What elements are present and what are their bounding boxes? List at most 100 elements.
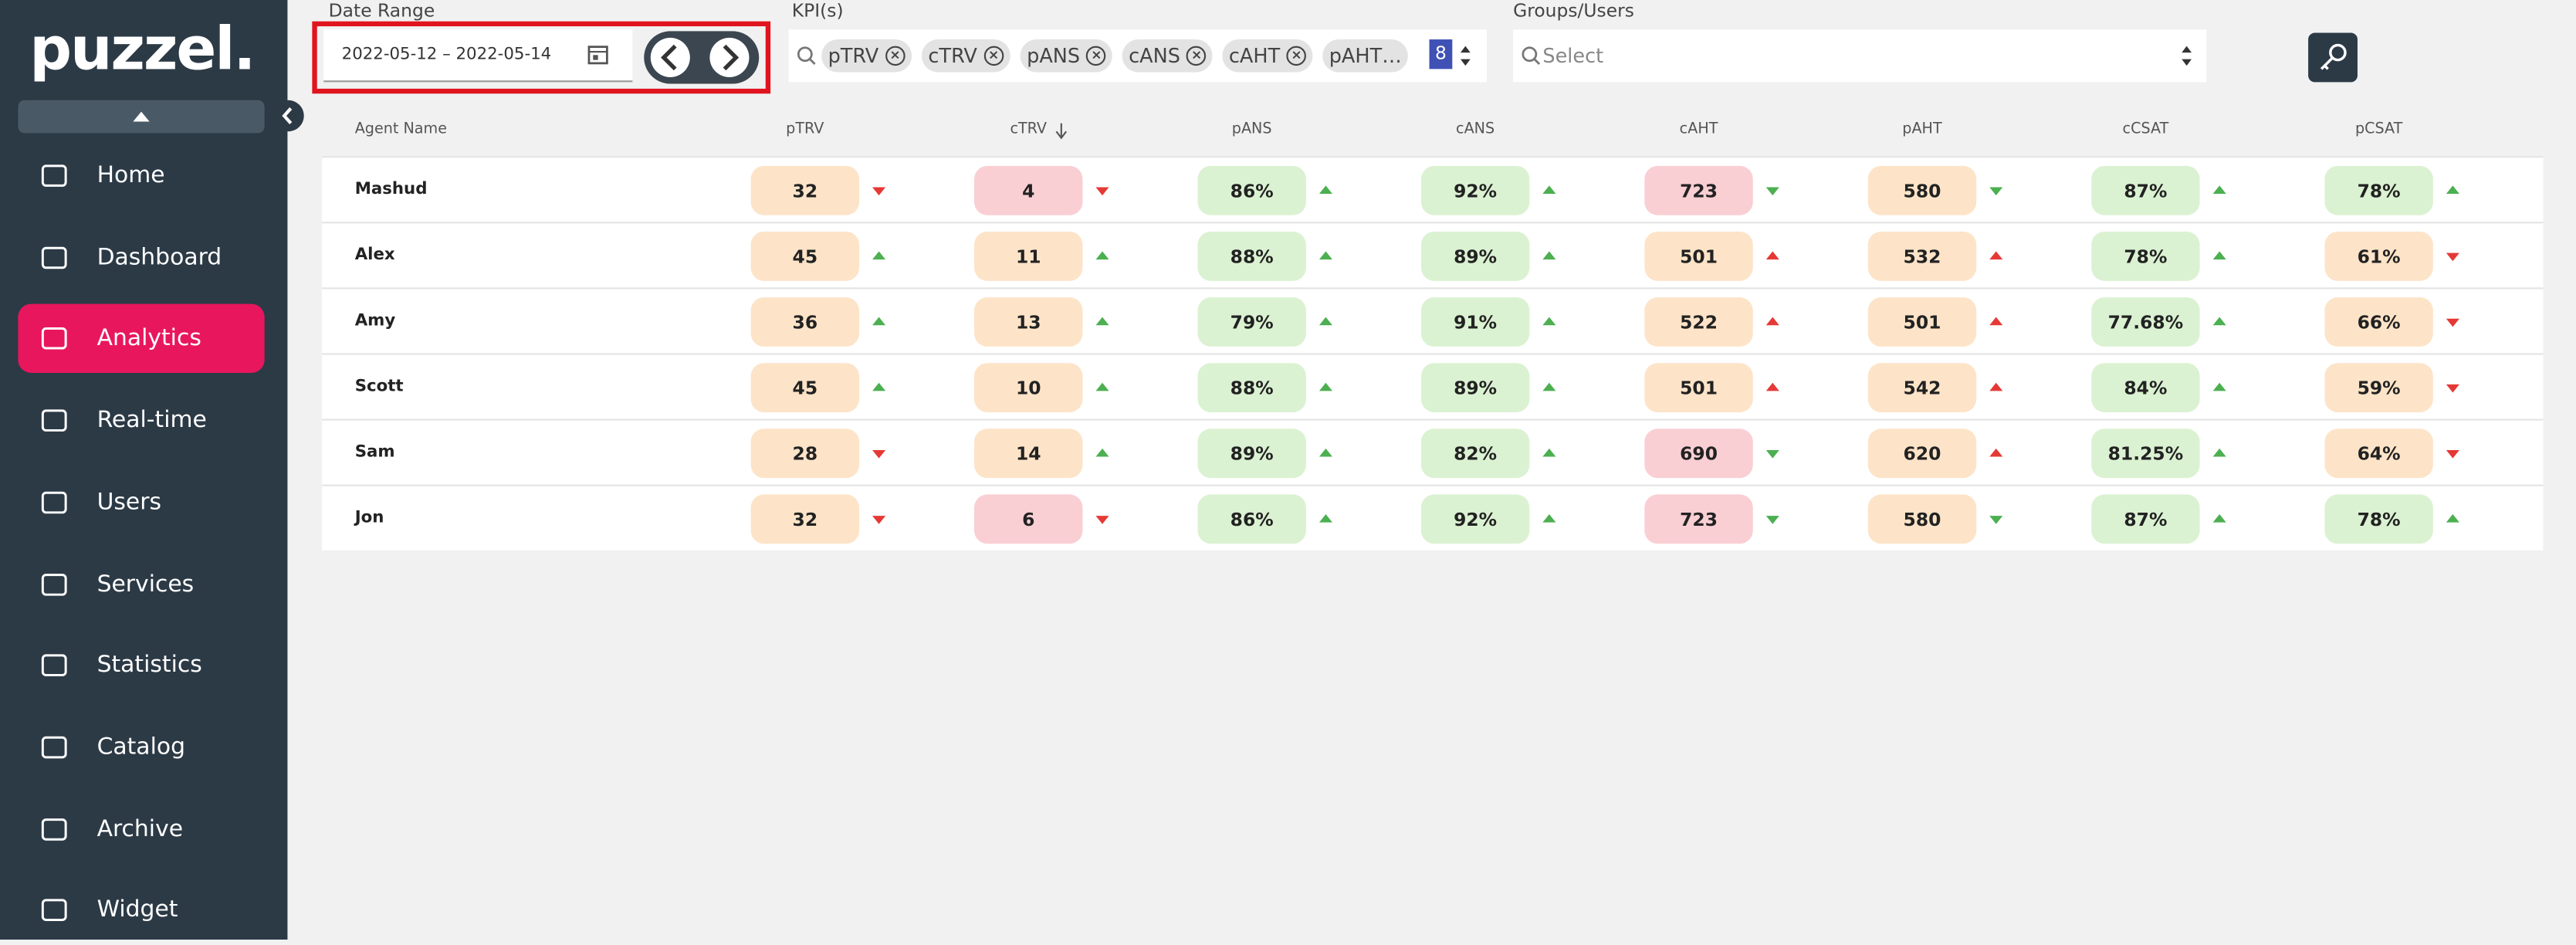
trend-arrow	[2446, 513, 2459, 523]
column-header[interactable]: pAHT	[1902, 121, 1942, 138]
trend-arrow	[1542, 448, 1556, 457]
column-header[interactable]: cAHT	[1679, 121, 1718, 138]
column-header[interactable]: cCSAT	[2122, 121, 2169, 138]
agent-name: Jon	[354, 509, 384, 527]
trend-arrow	[1765, 317, 1779, 326]
chip-remove[interactable]: ×	[885, 46, 905, 66]
column-header[interactable]: pCSAT	[2354, 121, 2403, 138]
chip-remove[interactable]: ×	[983, 46, 1004, 66]
search-icon	[797, 46, 816, 65]
kpi-cell: 89%	[1197, 428, 1306, 479]
kpi-cell: 11	[974, 231, 1083, 281]
nav-label: Dashboard	[96, 244, 222, 271]
kpi-cell: 542	[1867, 363, 1977, 413]
nav-item[interactable]: Home	[18, 141, 264, 210]
trend-arrow	[1318, 382, 1332, 391]
nav-item[interactable]: Statistics	[18, 631, 264, 699]
trend-arrow	[1318, 185, 1332, 195]
chip-label: pANS	[1027, 44, 1081, 68]
date-input[interactable]: 2022-05-12 – 2022-05-14	[323, 29, 633, 83]
nav-label: Home	[96, 162, 165, 189]
kpi-cell: 66%	[2324, 297, 2433, 347]
groups-label: Groups/Users	[1513, 0, 1634, 22]
nav-item[interactable]: Catalog	[18, 713, 264, 781]
kpi-chip[interactable]: pAHT…	[1322, 39, 1409, 73]
trend-arrow	[1095, 448, 1109, 457]
kpi-cell: 501	[1644, 231, 1753, 281]
nav-icon	[41, 818, 67, 840]
nav-label: Catalog	[96, 733, 185, 760]
nav-item[interactable]: Services	[18, 550, 264, 618]
kpi-cell: 28	[750, 428, 860, 479]
groups-select[interactable]: Select	[1513, 29, 2207, 83]
nav-icon	[41, 573, 67, 595]
nav-label: Widget	[96, 897, 178, 924]
settings-button[interactable]	[2308, 32, 2358, 83]
column-header[interactable]: pTRV	[786, 121, 824, 138]
trend-arrow	[1765, 187, 1779, 196]
kpi-cell: 620	[1867, 428, 1977, 479]
kpi-cell: 10	[974, 363, 1083, 413]
collapse-bar[interactable]	[18, 100, 265, 134]
trend-arrow	[1989, 317, 2003, 326]
kpi-cell: 79%	[1197, 297, 1306, 347]
kpi-chip[interactable]: cANS ×	[1122, 39, 1214, 73]
nav-item[interactable]: Real-time	[18, 386, 264, 455]
column-header[interactable]: cTRV	[1010, 121, 1048, 138]
trend-arrow	[1765, 382, 1779, 391]
kpi-chip[interactable]: pANS ×	[1020, 39, 1113, 73]
trend-arrow	[2446, 252, 2459, 262]
sort-icon	[2182, 46, 2192, 66]
kpi-chip[interactable]: cTRV ×	[921, 39, 1010, 73]
groups-placeholder: Select	[1542, 44, 1604, 68]
date-value: 2022-05-12 – 2022-05-14	[341, 46, 552, 64]
kpi-cell: 690	[1644, 428, 1753, 479]
nav-item[interactable]: Archive	[18, 794, 264, 863]
trend-arrow	[2446, 449, 2459, 459]
table-row: Amy 36 13 79% 91% 522 501 77.68% 66%	[322, 287, 2544, 354]
sidebar-toggle[interactable]	[272, 100, 304, 132]
nav-item[interactable]: Users	[18, 468, 264, 537]
nav-item[interactable]: Dashboard	[18, 223, 264, 292]
trend-arrow	[1765, 449, 1779, 459]
column-header[interactable]: Agent Name	[354, 121, 448, 138]
kpi-cell: 78%	[2324, 494, 2433, 544]
kpi-cell: 13	[974, 297, 1083, 347]
trend-arrow	[872, 382, 886, 391]
trend-arrow	[1318, 317, 1332, 326]
kpi-chip[interactable]: pTRV ×	[821, 39, 912, 73]
agent-name: Scott	[354, 378, 404, 396]
nav-icon	[41, 736, 67, 759]
trend-arrow	[1765, 516, 1779, 524]
chip-label: cANS	[1129, 44, 1180, 68]
kpi-cell: 45	[750, 363, 860, 413]
toggle-icon	[282, 107, 293, 124]
kpi-cell: 32	[750, 165, 860, 215]
kpi-select[interactable]: 8 pTRV × cTRV × pANS × cANS × cAHT × pAHT…	[788, 29, 1488, 83]
chip-remove[interactable]: ×	[1086, 46, 1107, 66]
stepper-icons	[650, 37, 750, 77]
trend-arrow	[1318, 448, 1332, 457]
kpi-cell: 59%	[2324, 363, 2433, 413]
key-icon	[2320, 43, 2347, 70]
logo: puzzel.	[29, 16, 256, 84]
trend-arrow	[1095, 251, 1109, 260]
chip-remove[interactable]: ×	[1186, 46, 1207, 66]
nav-item[interactable]: Analytics	[18, 304, 265, 374]
sidebar: puzzel. Home Dashboard Analytics Real-time U…	[0, 0, 288, 940]
kpi-cell: 501	[1867, 297, 1977, 347]
kpi-chip[interactable]: cAHT ×	[1222, 39, 1313, 73]
nav-label: Users	[96, 489, 162, 516]
date-label: Date Range	[328, 0, 435, 22]
chip-label: pTRV	[828, 44, 879, 68]
nav-item[interactable]: Widget	[18, 876, 264, 945]
trend-arrow	[1989, 251, 2003, 260]
chip-remove[interactable]: ×	[1286, 46, 1307, 66]
column-header[interactable]: cANS	[1456, 121, 1495, 138]
kpi-cell: 61%	[2324, 231, 2433, 281]
trend-arrow	[2212, 317, 2226, 326]
column-header[interactable]: pANS	[1231, 121, 1272, 138]
nav-label: Archive	[96, 815, 184, 842]
table-row: Scott 45 10 88% 89% 501 542 84% 59%	[322, 353, 2544, 419]
kpi-cell: 77.68%	[2091, 297, 2200, 347]
